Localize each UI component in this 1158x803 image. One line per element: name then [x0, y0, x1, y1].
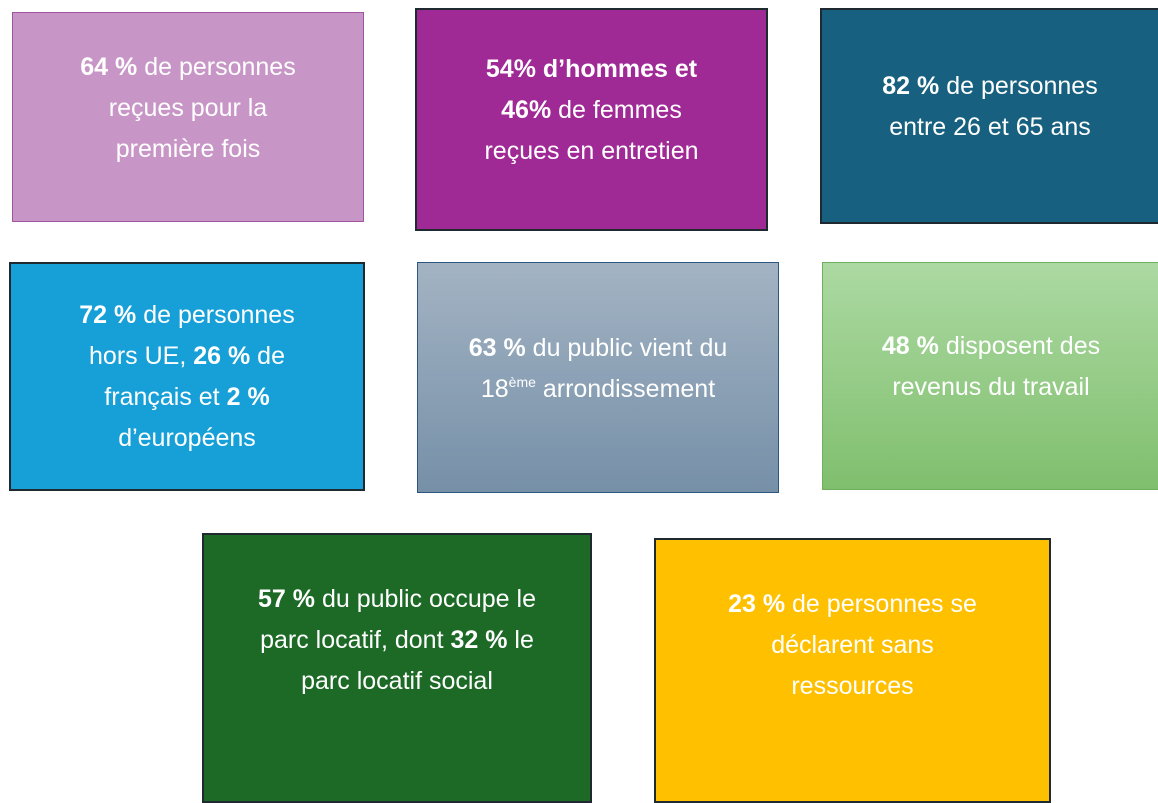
text-line: 57 % du public occupe le: [258, 579, 536, 620]
text: 18: [480, 374, 509, 403]
stat-box: 54% d’hommes et 46% de femmes reçues en en…: [415, 8, 768, 231]
bold-text: 26 %: [193, 341, 251, 370]
text: arrondissement: [542, 374, 716, 403]
text: français et: [104, 382, 220, 411]
text-line: 46% de femmes: [501, 90, 682, 131]
text: de personnes se: [792, 590, 977, 618]
text-line: français et 2 %: [104, 377, 269, 418]
bold-text: 46%: [501, 96, 552, 124]
text-line: entre 26 et 65 ans: [889, 107, 1091, 148]
stat-box: 82 % de personnes entre 26 et 65 ans: [820, 8, 1158, 224]
stat-box: 57 % du public occupe le parc locatif, do…: [202, 533, 592, 803]
text-line: 72 % de personnes: [79, 295, 294, 336]
text-line: hors UE, 26 % de: [89, 336, 285, 377]
text-line: parc locatif, dont 32 % le: [260, 620, 534, 661]
text-line: reçues en entretien: [484, 131, 698, 172]
bold-text: 23 %: [728, 590, 786, 618]
text: première fois: [115, 134, 261, 163]
stat-box: 72 % de personnes hors UE, 26 % de françai…: [9, 262, 365, 491]
text: du public vient du: [532, 333, 728, 362]
bold-text: 32 %: [450, 626, 508, 654]
text: du public occupe le: [321, 585, 536, 613]
text-line: 63 % du public vient du: [469, 328, 728, 369]
text: reçues en entretien: [484, 137, 699, 165]
text: ressources: [791, 672, 914, 700]
text: ème: [508, 373, 536, 390]
text: de personnes: [946, 72, 1098, 100]
text: hors UE,: [89, 341, 187, 370]
text-line: 18ème arrondissement: [481, 369, 715, 410]
text: parc locatif, dont: [260, 626, 444, 654]
text-line: d’européens: [118, 418, 256, 459]
text-line: première fois: [116, 129, 261, 170]
bold-text: 64 %: [80, 52, 138, 81]
text-line: 23 % de personnes se: [728, 584, 977, 625]
bold-text: 57 %: [258, 585, 315, 613]
text: disposent des: [945, 332, 1101, 360]
text-line: 82 % de personnes: [882, 66, 1097, 107]
text: d’européens: [118, 423, 256, 452]
stat-box: 48 % disposent des revenus du travail: [822, 262, 1158, 490]
stat-box: 63 % du public vient du 18ème arrondissem…: [417, 262, 779, 493]
text-line: reçues pour la: [109, 88, 267, 129]
bold-text: 54% d’hommes et: [485, 55, 698, 83]
stat-box: 23 % de personnes se déclarent sans ressou…: [654, 538, 1051, 803]
text-line: parc locatif social: [301, 661, 493, 702]
text-line: ressources: [791, 666, 913, 707]
text-line: revenus du travail: [892, 367, 1089, 408]
text: revenus du travail: [892, 373, 1090, 401]
text: déclarent sans: [771, 631, 934, 659]
text-line: 64 % de personnes: [80, 47, 295, 88]
text: reçues pour la: [108, 93, 268, 122]
bold-text: 48 %: [881, 332, 939, 360]
text: entre 26 et 65 ans: [889, 113, 1091, 141]
text-line: 54% d’hommes et: [486, 49, 697, 90]
text-line: 48 % disposent des: [882, 326, 1100, 367]
bold-text: 63 %: [468, 333, 526, 362]
bold-text: 82 %: [882, 72, 940, 100]
text: de: [257, 341, 285, 370]
text: de femmes: [558, 96, 682, 124]
text-line: déclarent sans: [771, 625, 934, 666]
bold-text: 72 %: [79, 300, 137, 329]
bold-text: 2 %: [226, 382, 270, 411]
text: parc locatif social: [301, 667, 493, 695]
stat-box: 64 % de personnes reçues pour la première …: [12, 12, 364, 222]
text: de personnes: [143, 300, 295, 329]
text: de personnes: [144, 52, 296, 81]
text: le: [514, 626, 534, 654]
